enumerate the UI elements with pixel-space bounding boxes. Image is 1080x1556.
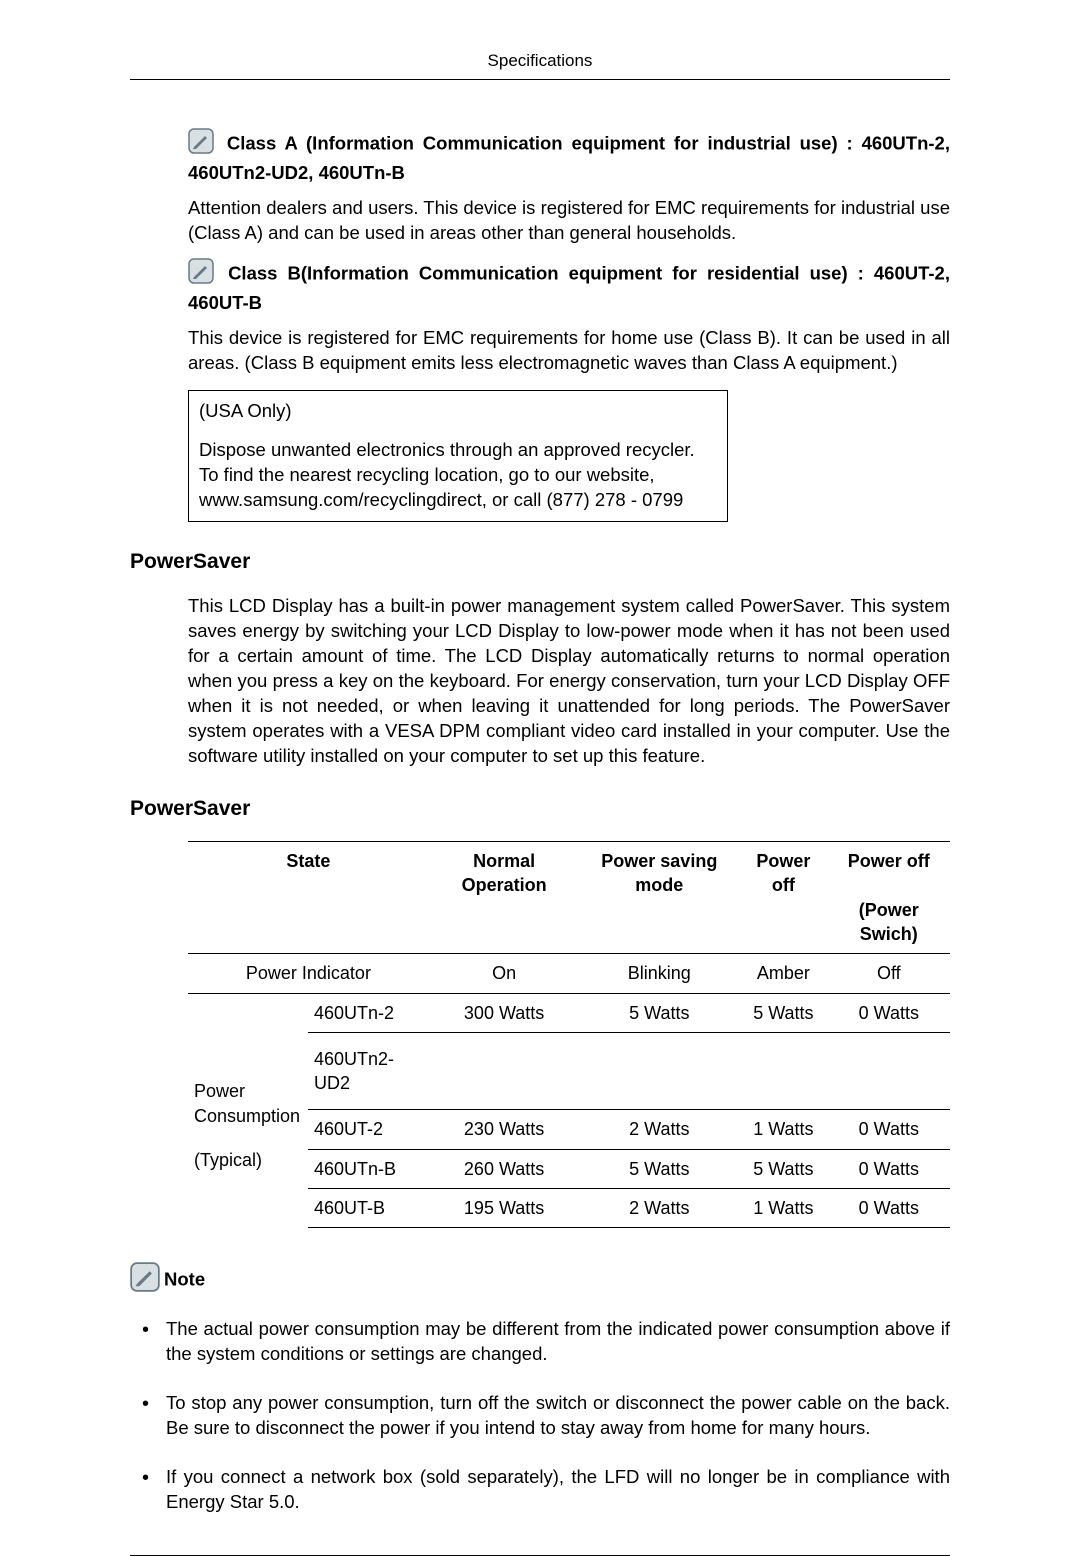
- cell-r1-normal: 300 Watts: [429, 993, 580, 1032]
- cell-ind-off: Amber: [739, 954, 827, 993]
- cell-r5-normal: 195 Watts: [429, 1189, 580, 1228]
- cell-model-1: 460UTn-2: [308, 993, 429, 1032]
- note-block: Note The actual power consumption may be…: [130, 1262, 950, 1515]
- cell-r2-offswitch: [828, 1032, 950, 1110]
- cell-r3-off: 1 Watts: [739, 1110, 827, 1149]
- cell-r1-off: 5 Watts: [739, 993, 827, 1032]
- th-off-switch: Power off (Power Swich): [828, 842, 950, 954]
- note-bullet-list: The actual power consumption may be diff…: [130, 1317, 950, 1515]
- cell-r5-offswitch: 0 Watts: [828, 1189, 950, 1228]
- cell-model-5: 460UT-B: [308, 1189, 429, 1228]
- powersaver-desc-block: This LCD Display has a built-in power ma…: [188, 594, 950, 769]
- row-indicator: Power Indicator On Blinking Amber Off: [188, 954, 950, 993]
- th-state: State: [188, 842, 429, 954]
- cell-r1-saving: 5 Watts: [579, 993, 739, 1032]
- cell-group-label: Power Consumption (Typical): [188, 993, 308, 1228]
- note-heading: Note: [130, 1262, 950, 1299]
- class-a-para: Attention dealers and users. This device…: [188, 196, 950, 246]
- pencil-note-icon: [188, 128, 214, 161]
- note-bullet-1: The actual power consumption may be diff…: [130, 1317, 950, 1367]
- usa-only-line2: Dispose unwanted electronics through an …: [199, 438, 717, 513]
- cell-ind-normal: On: [429, 954, 580, 993]
- table-row: Power Consumption (Typical) 460UTn-2 300…: [188, 993, 950, 1032]
- cell-r4-saving: 5 Watts: [579, 1149, 739, 1188]
- class-a-heading-text: Class A (Information Communication equip…: [188, 132, 950, 183]
- group-label-main: Power Consumption: [194, 1081, 300, 1125]
- powersaver-title-1: PowerSaver: [130, 548, 950, 576]
- cell-r4-offswitch: 0 Watts: [828, 1149, 950, 1188]
- cell-r3-offswitch: 0 Watts: [828, 1110, 950, 1149]
- cell-model-4: 460UTn-B: [308, 1149, 429, 1188]
- th-off-switch-l1: Power off: [848, 851, 930, 871]
- cell-r5-saving: 2 Watts: [579, 1189, 739, 1228]
- class-b-heading: Class B(Information Communication equipm…: [188, 258, 950, 316]
- th-off-switch-l2: (Power Swich): [859, 900, 919, 944]
- cell-r1-offswitch: 0 Watts: [828, 993, 950, 1032]
- th-off: Power off: [739, 842, 827, 954]
- cell-r3-saving: 2 Watts: [579, 1110, 739, 1149]
- cell-r4-off: 5 Watts: [739, 1149, 827, 1188]
- powersaver-table-block: State Normal Operation Power saving mode…: [188, 841, 950, 1228]
- cell-r2-normal: [429, 1032, 580, 1110]
- cell-r5-off: 1 Watts: [739, 1189, 827, 1228]
- powersaver-para: This LCD Display has a built-in power ma…: [188, 594, 950, 769]
- cell-model-2: 460UTn2-UD2: [308, 1032, 429, 1110]
- usa-only-line1: (USA Only): [199, 399, 717, 424]
- cell-ind-saving: Blinking: [579, 954, 739, 993]
- cell-ind-offswitch: Off: [828, 954, 950, 993]
- content-block: Class A (Information Communication equip…: [188, 128, 950, 522]
- page-header: Specifications: [130, 50, 950, 80]
- cell-r3-normal: 230 Watts: [429, 1110, 580, 1149]
- pencil-note-icon: [188, 258, 214, 291]
- cell-model-3: 460UT-2: [308, 1110, 429, 1149]
- th-saving: Power saving mode: [579, 842, 739, 954]
- th-normal: Normal Operation: [429, 842, 580, 954]
- note-label: Note: [164, 1269, 205, 1290]
- class-b-heading-text: Class B(Information Communication equipm…: [188, 262, 950, 313]
- group-label-sub: (Typical): [194, 1150, 262, 1170]
- powersaver-title-2: PowerSaver: [130, 795, 950, 823]
- page-header-title: Specifications: [488, 51, 593, 70]
- note-bullet-3: If you connect a network box (sold separ…: [130, 1465, 950, 1515]
- note-bullet-2: To stop any power consumption, turn off …: [130, 1391, 950, 1441]
- cell-r4-normal: 260 Watts: [429, 1149, 580, 1188]
- class-a-heading: Class A (Information Communication equip…: [188, 128, 950, 186]
- cell-r2-off: [739, 1032, 827, 1110]
- cell-indicator-label: Power Indicator: [188, 954, 429, 993]
- table-header-row: State Normal Operation Power saving mode…: [188, 842, 950, 954]
- powersaver-table: State Normal Operation Power saving mode…: [188, 841, 950, 1228]
- class-b-para: This device is registered for EMC requir…: [188, 326, 950, 376]
- usa-only-box: (USA Only) Dispose unwanted electronics …: [188, 390, 728, 522]
- cell-r2-saving: [579, 1032, 739, 1110]
- pencil-note-icon: [130, 1262, 160, 1299]
